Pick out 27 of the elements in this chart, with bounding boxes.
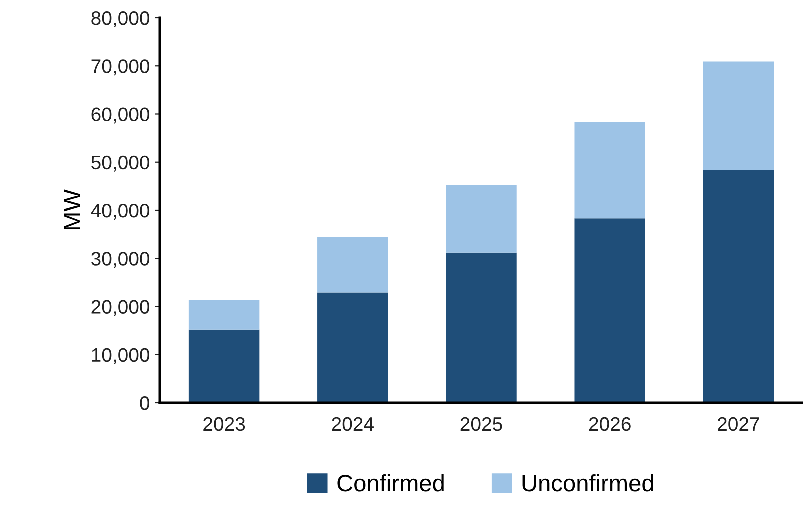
- bar: [188, 330, 260, 403]
- bar: [188, 300, 260, 330]
- x-tick-label: 2026: [589, 417, 631, 432]
- bar: [574, 218, 646, 403]
- legend-label: Unconfirmed: [522, 474, 654, 492]
- bar: [703, 62, 774, 170]
- legend-label: Confirmed: [338, 474, 444, 492]
- x-tick-label: 2024: [332, 417, 374, 432]
- bar: [446, 184, 517, 253]
- x-tick-label: 2027: [718, 417, 760, 432]
- y-tick-label: 10,000: [92, 348, 150, 364]
- bar: [574, 122, 646, 219]
- y-tick-label: 40,000: [91, 204, 150, 220]
- y-axis-title: MW: [64, 190, 80, 230]
- y-tick-label: 30,000: [92, 252, 150, 268]
- y-tick-label: 20,000: [92, 300, 150, 316]
- x-tick-label: 2023: [204, 417, 246, 432]
- y-tick-label: 50,000: [92, 156, 150, 172]
- y-tick-label: 0: [140, 396, 150, 410]
- y-tick-label: 80,000: [92, 11, 150, 28]
- bar: [318, 236, 388, 293]
- x-tick-label: 2025: [460, 417, 502, 432]
- bar: [703, 170, 774, 403]
- bar: [446, 252, 517, 403]
- bar: [318, 292, 388, 403]
- y-tick-label: 70,000: [92, 60, 150, 76]
- y-tick-label: 60,000: [92, 108, 150, 124]
